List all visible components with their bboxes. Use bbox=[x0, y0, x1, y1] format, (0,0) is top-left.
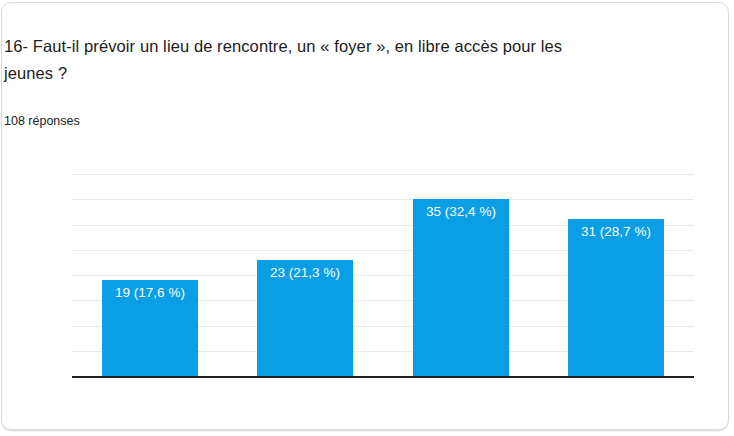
bar-value-label: 35 (32,4 %) bbox=[413, 204, 509, 219]
forms-summary-page: 16- Faut-il prévoir un lieu de rencontre… bbox=[0, 0, 734, 436]
bar-value-label: 31 (28,7 %) bbox=[568, 224, 664, 239]
x-axis-category-label bbox=[431, 386, 491, 402]
gridline bbox=[72, 199, 694, 200]
bar-value-label: 23 (21,3 %) bbox=[257, 265, 353, 280]
question-summary-card: 16- Faut-il prévoir un lieu de rencontre… bbox=[1, 2, 729, 430]
bar: 23 (21,3 %) bbox=[257, 260, 353, 376]
y-axis-tick-label bbox=[28, 267, 60, 283]
x-axis-category-label bbox=[120, 386, 180, 402]
x-axis-line bbox=[72, 376, 694, 378]
bar: 35 (32,4 %) bbox=[413, 199, 509, 376]
y-axis-tick-label bbox=[28, 368, 60, 384]
bar-value-label: 19 (17,6 %) bbox=[102, 285, 198, 300]
bar: 31 (28,7 %) bbox=[568, 219, 664, 376]
y-axis-tick-label bbox=[28, 318, 60, 334]
bar: 19 (17,6 %) bbox=[102, 280, 198, 376]
gridline bbox=[72, 174, 694, 175]
x-axis-category-label bbox=[275, 386, 335, 402]
y-axis-tick-label bbox=[28, 166, 60, 182]
x-axis-category-label bbox=[586, 386, 646, 402]
bar-chart: 19 (17,6 %) 23 (21,3 %) 35 (32,4 %) 31 (28,… bbox=[2, 3, 734, 436]
y-axis-tick-label bbox=[28, 217, 60, 233]
